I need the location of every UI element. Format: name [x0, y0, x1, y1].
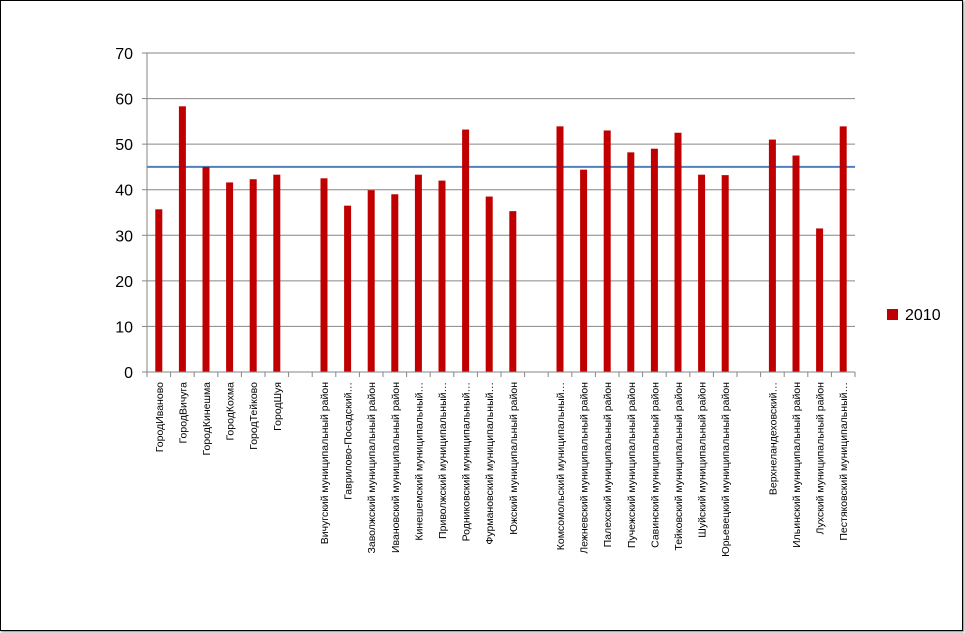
y-tick-label: 20 [115, 274, 133, 291]
bar [603, 130, 611, 372]
y-tick-label: 10 [115, 319, 133, 336]
category-label: Тейковский муниципальный район [673, 382, 685, 551]
category-label: Пестяковский муниципальный… [838, 382, 850, 541]
category-label: Ильинский муниципальный район [791, 382, 803, 548]
bar [273, 174, 281, 372]
category-label: Лежневский муниципальный район [579, 382, 591, 554]
legend-label-2010: 2010 [905, 307, 941, 324]
bar [768, 139, 776, 372]
bar [391, 194, 399, 372]
y-tick-label: 70 [115, 46, 133, 63]
bar [226, 182, 234, 372]
bar [839, 126, 847, 373]
bar [344, 205, 352, 372]
category-label: ГородКинешма [201, 382, 213, 456]
category-label: Фурмановский муниципальный… [484, 382, 496, 545]
y-tick-label: 60 [115, 92, 133, 109]
bar [674, 132, 682, 372]
bar [627, 152, 635, 372]
bar [698, 174, 706, 372]
bar [414, 174, 422, 372]
legend: 2010 [887, 307, 941, 324]
legend-swatch-2010 [887, 309, 898, 320]
y-tick-label: 50 [115, 137, 133, 154]
category-label: Лухский муниципальный район [815, 382, 827, 535]
bar [202, 166, 210, 372]
bar [792, 155, 800, 372]
bar [367, 190, 375, 372]
bar [178, 106, 186, 372]
category-label: ГородШуя [272, 382, 284, 431]
category-label: Вичугский муниципальный район [319, 382, 331, 544]
category-label: Южский муниципальный район [508, 382, 520, 535]
bar [556, 126, 564, 373]
bar [509, 211, 517, 372]
category-label: Савинский муниципальный район [649, 382, 661, 548]
category-label: Юрьевецкий муниципальный район [720, 382, 732, 557]
category-label: Кинешемский муниципальный… [413, 382, 425, 541]
bar [438, 180, 446, 372]
category-label: ГородВичуга [177, 382, 189, 444]
bar [650, 148, 658, 372]
bar [249, 179, 257, 372]
bar [580, 169, 588, 372]
category-label: Заволжский муниципальный район [366, 382, 378, 554]
y-tick-labels: 0 10 20 30 40 50 60 70 [115, 46, 133, 382]
category-label: Палехский муниципальный район [602, 382, 614, 548]
bar [721, 175, 729, 372]
y-tick-label: 30 [115, 228, 133, 245]
category-label: Верхнеландеховский… [767, 382, 779, 495]
category-label: ГородКохма [225, 382, 237, 441]
category-label: ГородТейково [248, 382, 260, 450]
category-label: Приволжский муниципальный… [437, 382, 449, 539]
category-label: Родниковский муниципальный… [461, 382, 473, 541]
bars [155, 106, 847, 373]
category-label: Гаврилово-Посадский… [343, 382, 355, 500]
category-label: Пучежский муниципальный район [626, 382, 638, 548]
bar [816, 228, 824, 372]
y-tick-label: 40 [115, 183, 133, 200]
y-tick-label: 0 [124, 365, 133, 382]
axes [146, 53, 856, 377]
category-labels: ГородИваново ГородВичуга ГородКинешма Город… [154, 382, 850, 557]
gridlines [142, 52, 855, 373]
category-label: Шуйский муниципальный район [697, 382, 709, 538]
bar [485, 196, 493, 372]
category-label: ГородИваново [154, 382, 166, 452]
category-label: Комсомольский муниципальный… [555, 382, 567, 550]
category-label: Ивановский муниципальный район [390, 382, 402, 553]
bar [320, 178, 328, 372]
bar [155, 209, 163, 372]
bar [462, 129, 470, 372]
